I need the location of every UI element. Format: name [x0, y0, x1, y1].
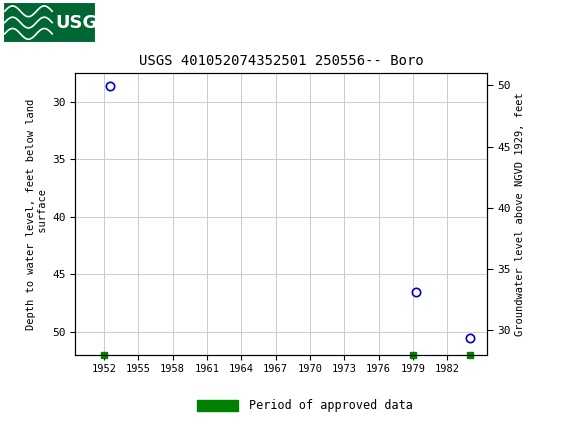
Title: USGS 401052074352501 250556-- Boro: USGS 401052074352501 250556-- Boro [139, 54, 423, 68]
Y-axis label: Groundwater level above NGVD 1929, feet: Groundwater level above NGVD 1929, feet [515, 92, 525, 336]
FancyBboxPatch shape [3, 2, 96, 43]
Text: Period of approved data: Period of approved data [249, 399, 414, 412]
Bar [197, 400, 238, 411]
Text: USGS: USGS [55, 14, 110, 31]
Y-axis label: Depth to water level, feet below land
 surface: Depth to water level, feet below land su… [27, 98, 48, 329]
